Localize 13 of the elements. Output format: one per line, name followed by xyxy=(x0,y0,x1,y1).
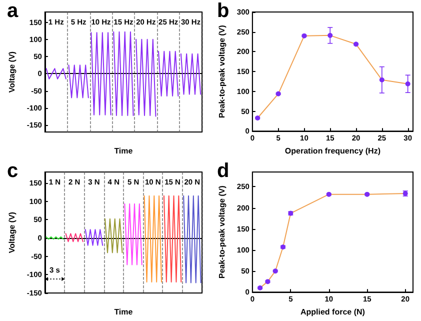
chart-title: c xyxy=(7,160,18,182)
line-series xyxy=(136,38,156,117)
chart-title: d xyxy=(217,160,230,182)
y-axis-title: Voltage (V) xyxy=(8,51,16,93)
x-axis-title: Time xyxy=(114,146,134,156)
y-axis-title: Peak-to-peak voltage (V) xyxy=(218,185,226,279)
x-axis-title: Operation frequency (Hz) xyxy=(284,146,381,156)
y-axis-title: Peak-to-peak voltage (V) xyxy=(218,24,226,118)
y-axis-title: Voltage (V) xyxy=(8,212,16,254)
x-axis-title: Time xyxy=(114,308,134,316)
chart-title: b xyxy=(217,0,230,22)
chart-title: a xyxy=(7,0,19,22)
x-axis-title: Applied force (N) xyxy=(300,308,366,316)
